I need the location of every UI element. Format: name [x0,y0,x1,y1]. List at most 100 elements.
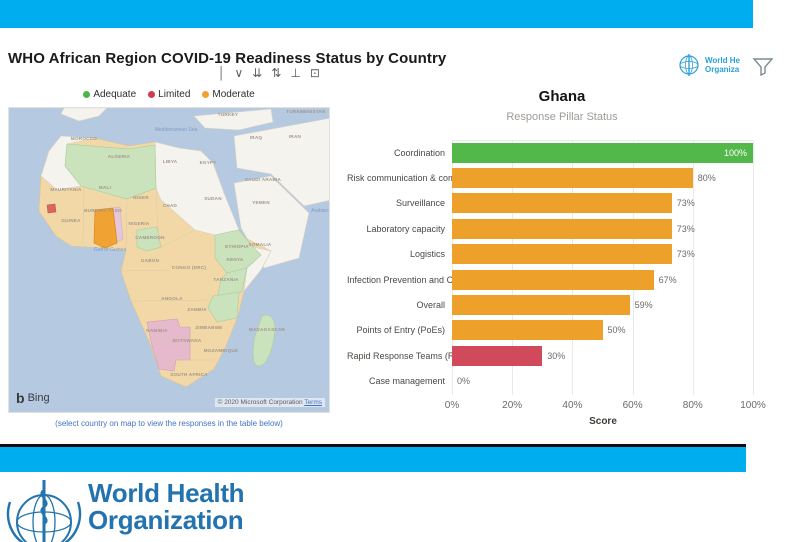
map-label-libya: LIBYA [163,159,178,164]
copyright-text: © 2020 Microsoft Corporation [217,399,303,406]
gridline [452,141,453,395]
bar-risk-communication-comm[interactable] [452,168,693,189]
map-label-burkina-faso: BURKINA FASO [84,208,122,213]
divider-icon: │ [218,66,226,80]
country-iberia[interactable] [60,108,108,122]
category-label: Surveillance [395,198,445,209]
bing-map[interactable]: MOROCCO ALGERIA LIBYA EGYPT SUDAN TURKEY TURKM… [9,108,330,413]
value-label: 73% [676,249,695,260]
bar-row: Infection Prevention and Cont... 67% [347,267,777,292]
map-label-iran: IRAN [289,134,302,139]
map-label-mauritania: MAURITANIA [50,187,82,192]
bar-track: 30% [452,343,777,368]
bar-overall[interactable] [452,295,630,316]
category-label: Laboratory capacity [366,223,445,234]
map-label-botswana: BOTSWANA [173,338,202,343]
legend-item-moderate[interactable]: Moderate [202,89,255,100]
map-label-iraq: IRAQ [250,135,263,140]
map-legend: Adequate Limited Moderate [8,89,330,100]
bing-label: Bing [27,392,50,404]
chart-title: Ghana [538,88,586,105]
bar-infection-prevention-and-cont[interactable] [452,269,654,290]
bar-surveillance[interactable] [452,193,672,214]
who-footer-line1: World Health [88,478,245,508]
value-label: 73% [676,198,695,209]
map-label-yemen: YEMEN [252,200,270,205]
expand-all-icon[interactable]: ⇅ [271,66,282,80]
legend-item-adequate[interactable]: Adequate [83,89,136,100]
category-label: Infection Prevention and Cont... [347,274,452,285]
country-tanzania[interactable] [207,291,240,323]
category-label: Coordination [393,147,445,158]
bar-track: 80% [452,165,777,190]
country-cameroon[interactable] [136,226,162,252]
terms-link[interactable]: Terms [304,399,322,406]
category-label: Case management [368,376,445,387]
bar-laboratory-capacity[interactable] [452,218,672,239]
bing-b-icon: b [16,390,25,406]
bar-row: Laboratory capacity 73% [347,216,777,241]
category-label: Logistics [409,249,445,260]
who-header-logo: World He Organiza [676,52,740,78]
bar-track: 73% [452,191,777,216]
map-label-morocco: MOROCCO [71,136,97,141]
legend-item-limited[interactable]: Limited [148,89,190,100]
who-footer-line2: Organization [88,505,244,535]
map-label-arabian-sea: Arabian Sea [311,208,330,214]
x-tick-label: 40% [562,400,583,411]
map-label-kenya: KENYA [227,257,244,262]
map-label-algeria: ALGERIA [108,154,131,159]
map-label-zimbabwe: ZIMBABWE [195,325,222,330]
country-turkey[interactable] [193,108,274,131]
bar-track: 73% [452,216,777,241]
drill-down-icon[interactable]: ∨ [234,66,244,80]
map-label-egypt: EGYPT [200,160,217,165]
map-label-mediterranean-sea: Mediterranean Sea [155,127,198,133]
bar-rapid-response-teams-rrt[interactable] [452,345,543,366]
map-label-congo-drc: CONGO (DRC) [172,265,207,270]
ghana-bar-chart: Ghana Response Pillar Status Coordinatio… [347,88,777,438]
map-attribution: © 2020 Microsoft Corporation Terms [214,398,325,407]
country-iran-iraq[interactable] [233,118,330,207]
bar-coordination[interactable]: 100% [452,142,753,163]
legend-label: Moderate [212,89,255,100]
map-label-nigeria: NIGERIA [129,221,150,226]
footer-black-line [0,444,746,447]
bar-track: 59% [452,292,777,317]
who-emblem-icon [679,54,699,76]
gridline [512,141,514,395]
bar-row: Coordination 100% [347,140,777,165]
x-tick-label: 60% [622,400,643,411]
map-label-mozambique: MOZAMBIQUE [204,348,238,353]
map-label-zambia: ZAMBIA [187,307,207,312]
map-label-niger: NIGER [133,195,149,200]
filter-funnel-icon[interactable] [752,55,774,77]
map-label-angola: ANGOLA [161,296,183,301]
map-label-somalia: SOMALIA [249,242,272,247]
category-label: Overall [416,300,445,311]
value-label: 100% [723,147,747,158]
country-ethiopia[interactable] [214,229,262,274]
bar-track: 100% [452,140,777,165]
country-algeria[interactable] [64,143,157,200]
bar-points-of-entry-poes[interactable] [452,320,603,341]
country-borders [82,185,213,361]
country-madagascar[interactable] [252,314,276,367]
bar-logistics[interactable] [452,244,672,265]
value-label: 80% [697,173,716,184]
country-guinea-bissau[interactable] [46,203,57,214]
who-footer-wordmark: World Health Organization [88,478,245,535]
africa-map-visual[interactable]: MOROCCO ALGERIA LIBYA EGYPT SUDAN TURKEY TURKM… [8,107,330,413]
focus-mode-icon[interactable]: ⊡ [309,66,320,80]
x-tick-label: 100% [740,400,766,411]
pin-visual-icon[interactable]: ⊥ [290,66,301,80]
category-label: Risk communication & comm... [347,173,452,184]
value-label: 0% [457,376,471,387]
x-tick-label: 0% [444,400,460,411]
bing-logo[interactable]: b Bing [16,390,50,406]
bar-row: Overall 59% [347,292,777,317]
value-label: 67% [658,274,677,285]
go-to-next-level-icon[interactable]: ⇊ [252,66,263,80]
country-ghana-selected[interactable] [93,207,118,249]
